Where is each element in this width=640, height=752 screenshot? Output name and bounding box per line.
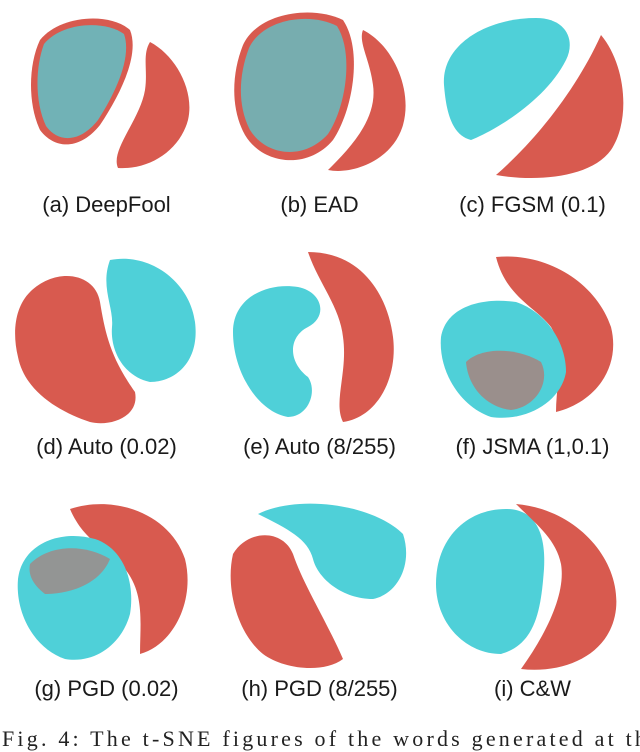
tsne-plot-fgsm — [443, 18, 624, 179]
tsne-plot-ead — [234, 12, 406, 171]
adversarial-cluster — [15, 275, 136, 424]
clean-cluster — [443, 18, 570, 140]
panel-ead: (b) EAD — [213, 0, 426, 242]
adversarial-cluster — [116, 42, 190, 169]
figure-caption: Fig. 4: The t-SNE figures of the words g… — [2, 726, 640, 751]
panel-deepfool: (a) DeepFool — [0, 0, 213, 242]
tsne-plot-pgd-002 — [17, 504, 188, 660]
caption-pgd-8-255: (h) PGD (8/255) — [241, 676, 398, 701]
tsne-plot-cw — [436, 504, 617, 670]
adversarial-cluster — [496, 256, 614, 412]
caption-deepfool: (a) DeepFool — [42, 192, 171, 217]
caption-auto-002: (d) Auto (0.02) — [36, 434, 177, 459]
adversarial-cluster — [230, 535, 343, 669]
panel-cw: (i) C&W — [426, 484, 639, 726]
tsne-plot-deepfool — [31, 18, 190, 169]
panel-auto-002: (d) Auto (0.02) — [0, 242, 213, 484]
panel-pgd-002: (g) PGD (0.02) — [0, 484, 213, 726]
panel-auto-8-255: (e) Auto (8/255) — [213, 242, 426, 484]
tsne-plot-auto-8-255 — [233, 252, 394, 422]
mixed-cluster-overlay — [240, 18, 347, 152]
adversarial-cluster — [308, 252, 394, 422]
caption-fgsm: (c) FGSM (0.1) — [459, 192, 606, 217]
clean-cluster — [258, 503, 407, 599]
caption-auto-8-255: (e) Auto (8/255) — [243, 434, 396, 459]
clean-cluster — [106, 258, 196, 382]
mixed-cluster-overlay — [37, 25, 127, 139]
panel-fgsm: (c) FGSM (0.1) — [426, 0, 639, 242]
panel-jsma: (f) JSMA (1,0.1) — [426, 242, 639, 484]
caption-jsma: (f) JSMA (1,0.1) — [455, 434, 610, 459]
caption-cw: (i) C&W — [494, 676, 571, 701]
tsne-plot-pgd-8-255 — [230, 503, 407, 669]
caption-ead: (b) EAD — [280, 192, 359, 217]
tsne-plot-auto-002 — [15, 258, 196, 424]
adversarial-cluster — [516, 504, 617, 670]
caption-pgd-002: (g) PGD (0.02) — [34, 676, 179, 701]
panel-pgd-8-255: (h) PGD (8/255) — [213, 484, 426, 726]
mixed-cluster-overlay — [29, 548, 111, 594]
mixed-cluster-overlay — [466, 350, 545, 410]
adversarial-cluster — [328, 30, 406, 171]
adversarial-cluster — [496, 35, 624, 179]
clean-cluster — [436, 509, 545, 654]
tsne-plot-jsma — [440, 256, 614, 418]
clean-cluster — [233, 286, 321, 417]
